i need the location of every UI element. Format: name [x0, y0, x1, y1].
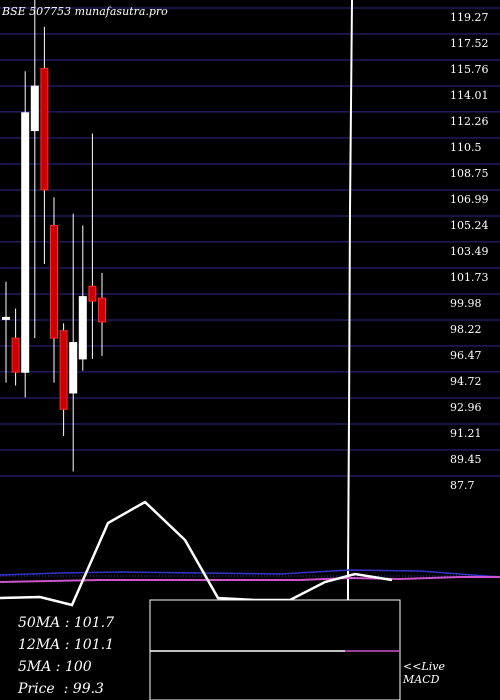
macd-line [0, 500, 393, 607]
ma-50: 50MA : 101.7 [18, 615, 114, 631]
candle-up [69, 342, 78, 394]
live-macd-label: <<Live MACD [403, 660, 445, 686]
chart-title: BSE 507753 munafasutra.pro [1, 5, 168, 18]
y-tick-label: 96.47 [450, 349, 482, 362]
candle-down [40, 67, 49, 191]
candles [2, 0, 106, 472]
candle-up [78, 296, 87, 360]
candle-up [21, 112, 30, 373]
signal-line [0, 576, 500, 583]
candle-up [2, 316, 10, 320]
y-tick-label: 101.73 [450, 271, 489, 284]
y-tick-label: 112.26 [450, 115, 489, 128]
y-tick-label: 114.01 [450, 89, 489, 102]
candle-up [30, 85, 39, 132]
live-macd-line: <<Live [403, 660, 445, 673]
y-tick-label: 119.27 [450, 11, 489, 24]
y-tick-label: 106.99 [450, 193, 489, 206]
y-tick-label: 92.96 [450, 401, 482, 414]
macd-box [149, 599, 401, 700]
y-tick-label: 91.21 [450, 427, 482, 440]
candle-down [59, 330, 68, 410]
candle-down [11, 337, 20, 373]
y-tick-label: 103.49 [450, 245, 489, 258]
live-macd-line: MACD [403, 673, 440, 686]
candle-down [98, 297, 106, 323]
y-tick-label: 87.7 [450, 479, 475, 492]
ma-12: 12MA : 101.1 [18, 637, 114, 653]
ma-5: 5MA : 100 [18, 659, 92, 675]
y-tick-label: 117.52 [450, 37, 489, 50]
y-axis-ticks: 119.27 117.52 115.76 114.01 112.26 110.5 108.7… [450, 11, 489, 492]
y-tick-label: 115.76 [450, 63, 489, 76]
y-tick-label: 105.24 [450, 219, 489, 232]
price-readout: Price : 99.3 [18, 681, 104, 697]
y-tick-label: 94.72 [450, 375, 482, 388]
y-tick-label: 110.5 [450, 141, 482, 154]
y-tick-label: 89.45 [450, 453, 482, 466]
moving-average-readout: 50MA : 101.7 12MA : 101.1 5MA : 100 Pric… [18, 612, 148, 700]
candle-down [88, 285, 97, 302]
histogram-line [0, 569, 500, 578]
macd-spike-line [347, 0, 353, 650]
grid-lines [0, 7, 500, 477]
y-tick-label: 99.98 [450, 297, 482, 310]
y-tick-label: 108.75 [450, 167, 489, 180]
candle-down [50, 224, 58, 339]
y-tick-label: 98.22 [450, 323, 482, 336]
